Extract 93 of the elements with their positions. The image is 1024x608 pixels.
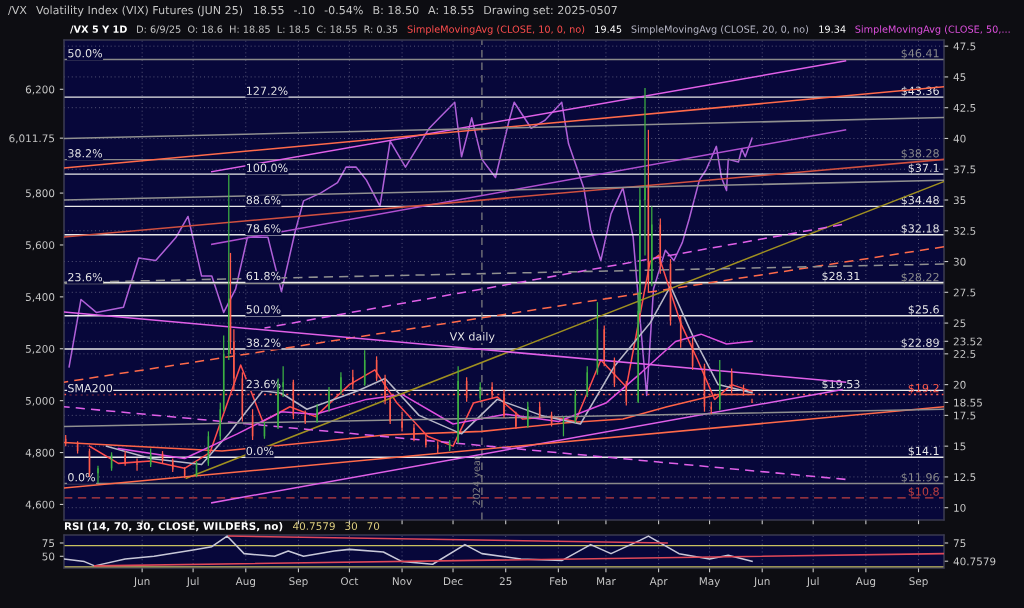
y2-tick-label: 40.7579 <box>953 557 996 566</box>
ref-line-label: $37.1 <box>908 163 939 174</box>
y-tick-label: 27.5 <box>953 288 976 297</box>
y-tick-label: 22.5 <box>953 350 976 358</box>
y2-tick-label: 5,600 <box>25 241 55 251</box>
y-tick-label: 37.5 <box>953 165 976 174</box>
text: 70 <box>367 522 380 531</box>
annotation: 0.0% <box>246 446 274 456</box>
ref-line-label: $19.53 <box>822 379 860 390</box>
text: A: 18.55 <box>428 5 474 15</box>
y-tick-label: 23.52 <box>953 337 982 346</box>
annotation: VX daily <box>449 332 495 343</box>
y-tick-label: 47.5 <box>953 42 976 51</box>
x-tick-label: Nov <box>392 577 412 586</box>
ref-line-label: $25.6 <box>908 304 939 316</box>
x-tick-label: Aug <box>855 577 876 588</box>
y2-tick-label: 5,800 <box>25 189 55 199</box>
y-tick-label: 32.5 <box>953 227 976 235</box>
text: -0.54% <box>324 5 363 15</box>
text: SimpleMovingAvg (CLOSE, 20, 0, no) <box>631 25 809 35</box>
annotation: 127.2% <box>247 86 288 95</box>
ref-line-label: $32.18 <box>901 223 939 235</box>
text: 40.7579 <box>293 522 335 531</box>
annotation: 23.6% <box>68 272 103 282</box>
y-tick-label: 30 <box>953 257 966 266</box>
annotation: 23.6% <box>246 379 281 389</box>
annotation: SMA200 <box>68 383 113 393</box>
y-tick-label: 25 <box>953 319 966 328</box>
y2-tick-label: 4,800 <box>25 448 55 458</box>
y2-tick-label: 4,600 <box>25 500 55 510</box>
x-tick-label: Sep <box>289 577 308 588</box>
y-tick-label: 42.5 <box>953 103 976 112</box>
text: SimpleMovingAvg (CLOSE, 10, 0, no) <box>407 25 585 35</box>
x-tick-label: Jul <box>806 577 819 588</box>
y-tick-label: 15 <box>954 442 966 451</box>
y-tick-label: 45 <box>953 73 966 82</box>
chart-title: RSI (14, 70, 30, CLOSE, WILDERS, no) <box>64 521 283 532</box>
x-tick-label: Dec <box>443 577 463 586</box>
ref-line-label: 2024 year <box>472 456 482 505</box>
y-tick-label: 12.5 <box>954 473 976 482</box>
y-tick-label: 18.55 <box>954 398 982 407</box>
y-tick-label: 35 <box>953 196 966 205</box>
text: 18.55 <box>253 5 284 15</box>
text: Volatility Index (VIX) Futures (JUN 25) <box>36 5 243 17</box>
x-tick-label: Feb <box>550 577 568 586</box>
annotation: 78.6% <box>246 224 281 233</box>
text: /VX <box>8 5 27 16</box>
x-tick-label: Oct <box>340 577 359 586</box>
annotation: 61.8% <box>246 271 281 281</box>
y2-tick-label: 5,400 <box>25 293 55 303</box>
x-tick-label: May <box>699 577 721 588</box>
annotation: 38.2% <box>246 338 281 347</box>
ref-line-label: $28.22 <box>901 272 939 283</box>
y2-tick-label: 6,200 <box>25 85 55 95</box>
text: 30 <box>345 522 358 531</box>
ref-line-label: $38.28 <box>901 148 939 159</box>
y-tick-label: 17.5 <box>954 411 976 420</box>
text: 19.34 <box>819 25 846 33</box>
y2-tick-label: 5,200 <box>25 344 55 354</box>
y-tick-label: 20 <box>953 380 966 389</box>
x-tick-label: Jun <box>133 577 150 588</box>
x-tick-label: Apr <box>649 577 668 588</box>
ref-line-label: $28.31 <box>822 271 860 282</box>
chart-subtitle: D: 6/9/25 O: 18.6 H: 18.85 L: 18.5 C: 18.55 R: 0.35 <box>137 25 398 34</box>
ref-line-label: $46.41 <box>901 48 939 59</box>
y-tick-label: 40 <box>953 134 966 143</box>
chart-title: /VX 5 Y 1D <box>70 25 127 34</box>
text: Drawing set: 2025-0507 <box>484 5 617 17</box>
text: -.10 <box>294 5 315 15</box>
annotation: 50.0% <box>68 49 103 58</box>
ref-line-label: $10.8 <box>908 487 939 498</box>
annotation: 38.2% <box>68 149 103 158</box>
ref-line-label: $14.1 <box>908 446 939 457</box>
annotation: 50.0% <box>246 305 281 314</box>
x-tick-label: Aug <box>235 577 255 588</box>
x-tick-label: Jul <box>186 577 199 588</box>
annotation: 88.6% <box>246 195 281 205</box>
x-tick-label: Sep <box>909 577 928 588</box>
y2-tick-label: 6,011.75 <box>9 134 55 144</box>
ref-line-label: $22.89 <box>901 338 939 349</box>
text: SimpleMovingAvg (CLOSE, 50,... <box>855 25 1010 35</box>
ref-line-label: $11.96 <box>901 472 939 483</box>
x-tick-label: Jun <box>753 577 770 588</box>
x-tick-label: 25 <box>499 577 512 586</box>
annotation: 0.0% <box>68 473 96 482</box>
x-tick-label: Mar <box>597 577 616 586</box>
y-tick-label: 50 <box>42 552 55 561</box>
y-tick-label: 10 <box>954 503 966 512</box>
text: B: 18.50 <box>373 5 419 15</box>
y2-tick-label: 5,000 <box>25 396 55 406</box>
text: 19.45 <box>595 25 622 33</box>
ref-line-label: $34.48 <box>901 195 939 206</box>
annotation: 100.0% <box>247 163 288 172</box>
